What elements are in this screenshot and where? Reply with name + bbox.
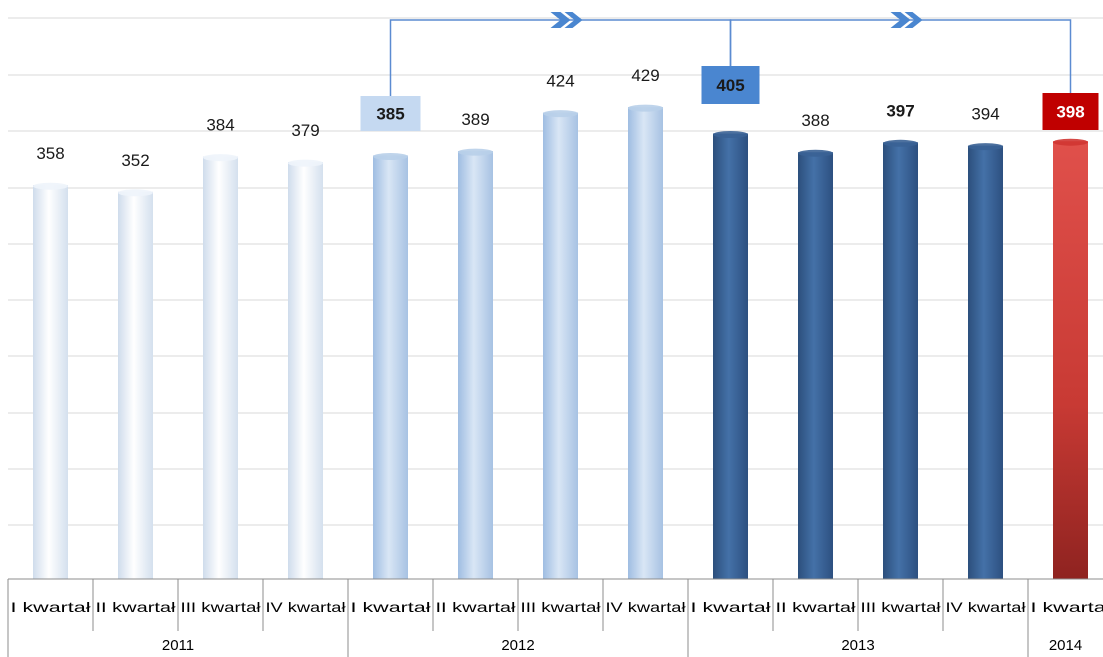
bar-cap <box>118 189 153 197</box>
bar-2013-9 <box>713 131 748 579</box>
value-label-highlighted: 385 <box>376 105 404 124</box>
chevron-right-icon <box>890 12 923 28</box>
value-label: 424 <box>546 72 574 91</box>
bar-body <box>543 112 578 579</box>
value-label: 379 <box>291 121 319 140</box>
bar-2014-13 <box>1053 138 1088 579</box>
bar-body <box>203 156 238 579</box>
bar-cap <box>1053 138 1088 146</box>
bar-cap <box>203 154 238 162</box>
comparison-bracket <box>729 19 1072 93</box>
value-label: 388 <box>801 111 829 130</box>
bar-cap <box>713 131 748 138</box>
bar-2011-1 <box>33 182 68 579</box>
bar-body <box>288 162 323 579</box>
bar-body <box>628 107 663 579</box>
category-axis: I kwartał II kwartał III kwartał IV kwartał… <box>7 578 1103 657</box>
tick-label-quarter: III kwartał <box>181 599 262 615</box>
bar-2012-5 <box>373 153 408 579</box>
value-box <box>1042 93 1099 130</box>
value-label: 352 <box>121 151 149 170</box>
bar-2013-11 <box>883 139 918 580</box>
bar-cap <box>968 143 1003 151</box>
bar-2011-4 <box>288 159 323 579</box>
bar-2013-12 <box>968 143 1003 579</box>
tick-label-quarter: I kwartał <box>691 599 772 615</box>
bar-body <box>33 185 68 579</box>
bar-cap <box>33 182 68 190</box>
bar-body <box>1053 141 1088 579</box>
value-label: 389 <box>461 110 489 129</box>
bar-2011-2 <box>118 189 153 580</box>
tick-label-year: 2011 <box>162 637 194 654</box>
tick-label-quarter: II kwartał <box>776 599 857 615</box>
bar-body <box>883 142 918 580</box>
bar-body <box>968 145 1003 579</box>
comparison-brackets <box>389 12 1072 96</box>
bar-cap <box>458 148 493 156</box>
tick-label-quarter: IV kwartał <box>266 599 347 615</box>
value-label-highlighted: 405 <box>716 76 744 95</box>
bar-cap <box>883 139 918 147</box>
value-labels: 358 352 384 379 385 389 424 429 405 388 397 394 398 <box>36 66 1099 170</box>
bars <box>33 104 1088 580</box>
bar-body <box>798 152 833 579</box>
bar-2012-7 <box>543 110 578 579</box>
bar-body <box>118 191 153 580</box>
tick-label-year: 2014 <box>1049 637 1082 654</box>
tick-label-quarter: III kwartał <box>521 599 602 615</box>
bar-2012-6 <box>458 148 493 579</box>
bar-2012-8 <box>628 104 663 579</box>
value-box <box>360 96 421 131</box>
bar-2013-10 <box>798 149 833 579</box>
tick-label-year: 2013 <box>841 637 874 654</box>
value-label: 394 <box>971 105 999 124</box>
tick-label-quarter: II kwartał <box>96 599 177 615</box>
bar-cap <box>543 110 578 118</box>
bar-cap <box>288 159 323 167</box>
bar-body <box>458 151 493 579</box>
bar-body <box>373 155 408 579</box>
tick-label-quarter: III kwartał <box>861 599 942 615</box>
bar-cap <box>798 149 833 157</box>
value-label-highlighted: 398 <box>1056 103 1084 122</box>
value-box <box>701 66 760 104</box>
tick-label-quarter: IV kwartał <box>606 599 687 615</box>
tick-label-quarter: I kwartał <box>1031 599 1103 615</box>
chevron-right-icon <box>550 12 583 28</box>
tick-label-quarter: I kwartał <box>11 599 92 615</box>
bar-body <box>713 133 748 579</box>
value-label: 397 <box>886 101 914 120</box>
tick-label-year: 2012 <box>501 637 534 654</box>
value-label: 429 <box>631 66 659 85</box>
value-label: 358 <box>36 144 64 163</box>
value-label: 384 <box>206 116 234 135</box>
bar-cap <box>373 153 408 160</box>
bar-cap <box>628 104 663 112</box>
tick-label-quarter: IV kwartał <box>946 599 1027 615</box>
tick-label-quarter: II kwartał <box>436 599 517 615</box>
bar-2011-3 <box>203 154 238 579</box>
tick-label-quarter: I kwartał <box>351 599 432 615</box>
